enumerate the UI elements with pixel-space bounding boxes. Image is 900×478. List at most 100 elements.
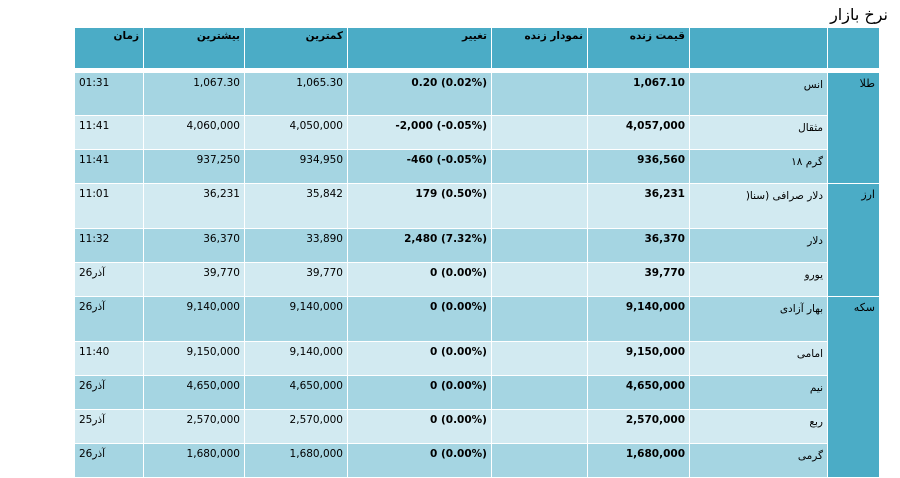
time-cell: 26آذر (74, 262, 144, 297)
table-row: 11:01 36,231 35,842 179 (0.50%) 36,231 د… (74, 183, 880, 297)
price-cell: 2,570,000 (587, 409, 690, 444)
change-cell: -460 (-0.05%) (347, 149, 492, 184)
live-chart-cell (491, 375, 588, 410)
price-cell: 4,650,000 (587, 375, 690, 410)
time-cell: 26آذر (74, 443, 144, 478)
item-name-cell: گرمی (689, 443, 828, 478)
high-cell: 39,770 (143, 262, 245, 297)
column-header-live-chart: نمودار زنده (491, 27, 588, 69)
high-cell: 36,370 (143, 228, 245, 263)
time-cell: 11:41 (74, 149, 144, 184)
live-chart-cell (491, 183, 588, 229)
price-cell: 39,770 (587, 262, 690, 297)
time-cell: 25آذر (74, 409, 144, 444)
low-cell: 9,140,000 (244, 296, 348, 342)
change-cell: 0 (0.00%) (347, 262, 492, 297)
item-name-cell: ربع (689, 409, 828, 444)
column-header-change: تغییر (347, 27, 492, 69)
high-cell: 4,060,000 (143, 115, 245, 150)
column-header-live-price: قیمت زنده (587, 27, 690, 69)
low-cell: 4,650,000 (244, 375, 348, 410)
change-cell: 2,480 (7.32%) (347, 228, 492, 263)
live-chart-cell (491, 409, 588, 444)
live-chart-cell (491, 228, 588, 263)
change-cell: 179 (0.50%) (347, 183, 492, 229)
low-cell: 33,890 (244, 228, 348, 263)
item-name-cell: گرم ۱۸ (689, 149, 828, 184)
high-cell: 36,231 (143, 183, 245, 229)
item-name-cell: دلار صرافی (سنا( (689, 183, 828, 229)
low-cell: 9,140,000 (244, 341, 348, 376)
group-label-coin: سکه (827, 296, 880, 478)
page-title: نرخ بازار (830, 5, 888, 24)
live-chart-cell (491, 72, 588, 116)
price-cell: 36,231 (587, 183, 690, 229)
high-cell: 9,140,000 (143, 296, 245, 342)
time-cell: 26آذر (74, 375, 144, 410)
price-cell: 936,560 (587, 149, 690, 184)
column-header-time: زمان (74, 27, 144, 69)
group-label-gold: طلا (827, 72, 880, 184)
price-cell: 1,067.10 (587, 72, 690, 116)
low-cell: 934,950 (244, 149, 348, 184)
table-header-row: زمان بیشترین کمترین تغییر نمودار زنده قی… (74, 27, 880, 69)
item-name-cell: نیم (689, 375, 828, 410)
live-chart-cell (491, 115, 588, 150)
high-cell: 2,570,000 (143, 409, 245, 444)
column-header-low: کمترین (244, 27, 348, 69)
table-row: 11:40 9,150,000 9,140,000 0 (0.00%) 9,15… (74, 341, 880, 376)
change-cell: 0 (0.00%) (347, 296, 492, 342)
price-cell: 9,150,000 (587, 341, 690, 376)
live-chart-cell (491, 443, 588, 478)
header-spacer (74, 68, 880, 73)
change-cell: 0 (0.00%) (347, 375, 492, 410)
change-cell: -2,000 (-0.05%) (347, 115, 492, 150)
item-name-cell: امامی (689, 341, 828, 376)
low-cell: 2,570,000 (244, 409, 348, 444)
price-cell: 36,370 (587, 228, 690, 263)
time-cell: 11:01 (74, 183, 144, 229)
item-name-cell: یورو (689, 262, 828, 297)
table-row: 11:41 937,250 934,950 -460 (-0.05%) 936,… (74, 149, 880, 184)
low-cell: 1,680,000 (244, 443, 348, 478)
live-chart-cell (491, 262, 588, 297)
time-cell: 11:40 (74, 341, 144, 376)
time-cell: 26آذر (74, 296, 144, 342)
column-header-item (689, 27, 828, 69)
low-cell: 1,065.30 (244, 72, 348, 116)
price-cell: 1,680,000 (587, 443, 690, 478)
time-cell: 11:32 (74, 228, 144, 263)
high-cell: 1,067.30 (143, 72, 245, 116)
item-name-cell: انس (689, 72, 828, 116)
time-cell: 11:41 (74, 115, 144, 150)
high-cell: 1,680,000 (143, 443, 245, 478)
market-rates-table: زمان بیشترین کمترین تغییر نمودار زنده قی… (74, 27, 880, 478)
change-cell: 0 (0.00%) (347, 409, 492, 444)
table-row: 25آذر 2,570,000 2,570,000 0 (0.00%) 2,57… (74, 409, 880, 444)
low-cell: 35,842 (244, 183, 348, 229)
live-chart-cell (491, 296, 588, 342)
time-cell: 01:31 (74, 72, 144, 116)
low-cell: 4,050,000 (244, 115, 348, 150)
live-chart-cell (491, 149, 588, 184)
change-cell: 0 (0.00%) (347, 341, 492, 376)
low-cell: 39,770 (244, 262, 348, 297)
group-label-currency: ارز (827, 183, 880, 297)
item-name-cell: بهار آزادی (689, 296, 828, 342)
table-row: 11:41 4,060,000 4,050,000 -2,000 (-0.05%… (74, 115, 880, 150)
price-cell: 9,140,000 (587, 296, 690, 342)
price-cell: 4,057,000 (587, 115, 690, 150)
high-cell: 9,150,000 (143, 341, 245, 376)
table-row: 26آذر 39,770 39,770 0 (0.00%) 39,770 یور… (74, 262, 880, 297)
table-row: 11:32 36,370 33,890 2,480 (7.32%) 36,370… (74, 228, 880, 263)
table-row: 26آذر 1,680,000 1,680,000 0 (0.00%) 1,68… (74, 443, 880, 478)
table-row: 26آذر 4,650,000 4,650,000 0 (0.00%) 4,65… (74, 375, 880, 410)
item-name-cell: دلار (689, 228, 828, 263)
table-row: 01:31 1,067.30 1,065.30 0.20 (0.02%) 1,0… (74, 72, 880, 184)
change-cell: 0.20 (0.02%) (347, 72, 492, 116)
change-cell: 0 (0.00%) (347, 443, 492, 478)
item-name-cell: مثقال (689, 115, 828, 150)
table-row: 26آذر 9,140,000 9,140,000 0 (0.00%) 9,14… (74, 296, 880, 478)
high-cell: 937,250 (143, 149, 245, 184)
live-chart-cell (491, 341, 588, 376)
